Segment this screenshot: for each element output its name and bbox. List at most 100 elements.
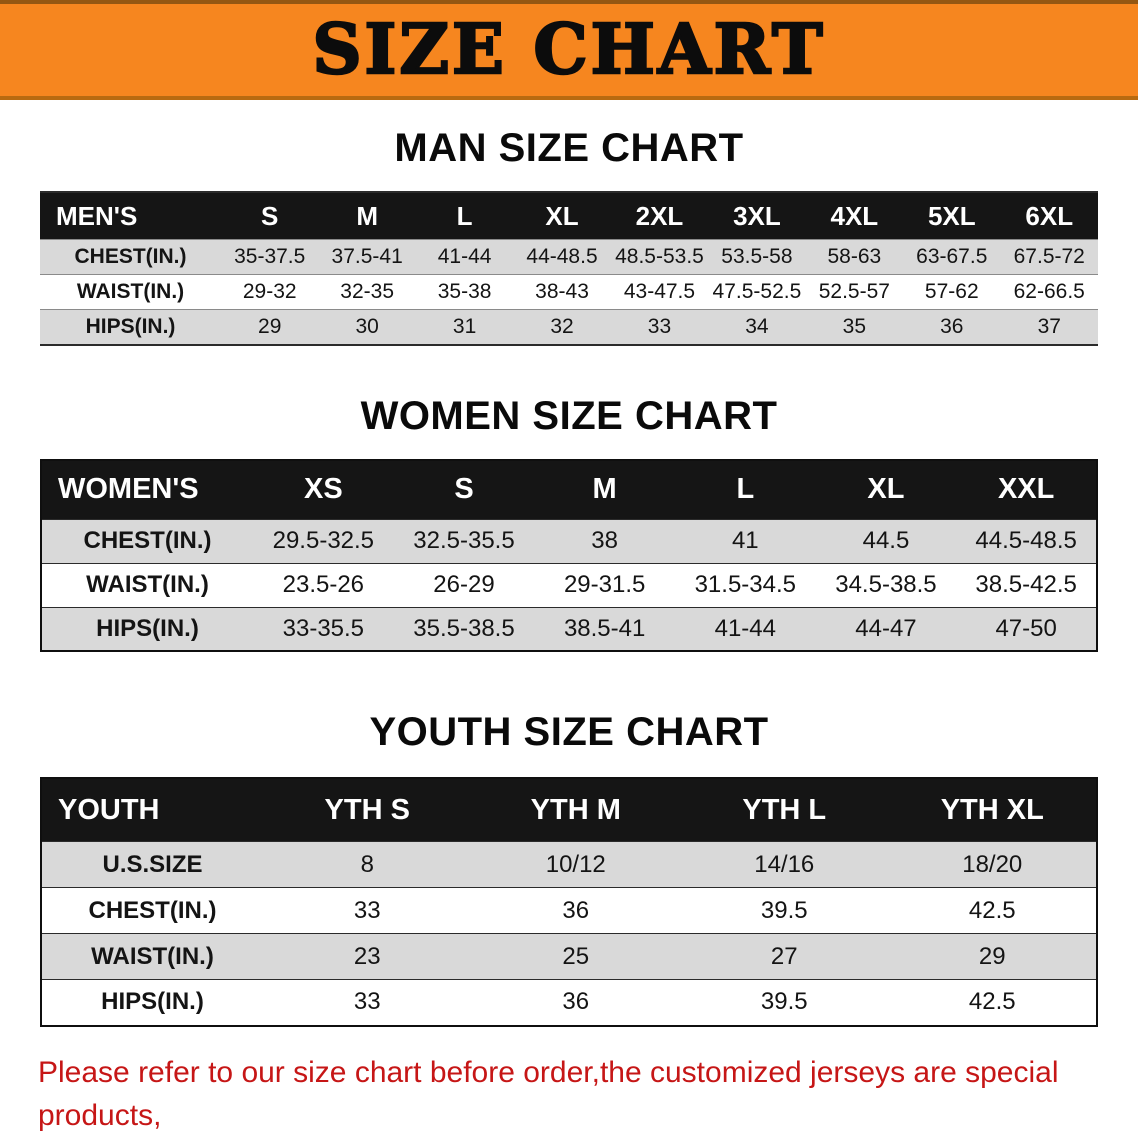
banner: SIZE CHART xyxy=(0,0,1138,100)
row-label: HIPS(IN.) xyxy=(101,988,204,1016)
size-value-cell: 29 xyxy=(258,314,282,338)
size-value-cell: 58-63 xyxy=(827,245,882,268)
women-size-table: WOMEN'S XS S M L XL XXL CHEST(IN.) 29.5-32.5 32.5… xyxy=(40,458,1098,652)
size-column-header: M xyxy=(318,192,416,240)
size-value-cell: 8 xyxy=(360,850,374,878)
table-header-row: YOUTH YTH S YTH M YTH L YTH XL xyxy=(41,778,1097,842)
size-column-header: YTH L xyxy=(680,778,889,842)
size-column-header: 2XL xyxy=(610,192,709,240)
size-value-cell: 35.5-38.5 xyxy=(413,614,515,642)
table-row: CHEST(IN.) 29.5-32.5 32.5-35.5 38 41 44.5 44.5… xyxy=(41,519,1097,563)
size-value-cell: 38-43 xyxy=(535,280,589,303)
size-value-cell: 37.5-41 xyxy=(331,245,403,268)
row-label: HIPS(IN.) xyxy=(96,614,199,642)
table-row: U.S.SIZE 8 10/12 14/16 18/20 xyxy=(41,841,1097,888)
size-value-cell: 42.5 xyxy=(968,988,1016,1016)
row-label: CHEST(IN.) xyxy=(88,896,217,924)
size-value-cell: 33 xyxy=(647,314,672,338)
size-value-cell: 38.5-42.5 xyxy=(975,571,1077,598)
size-value-cell: 27 xyxy=(770,942,798,970)
row-label: HIPS(IN.) xyxy=(85,314,176,338)
size-value-cell: 34.5-38.5 xyxy=(835,571,937,598)
row-label: WAIST(IN.) xyxy=(76,280,185,303)
size-value-cell: 52.5-57 xyxy=(818,280,890,303)
size-value-cell: 33 xyxy=(353,896,381,924)
size-value-cell: 29-32 xyxy=(242,280,297,303)
size-column-header: S xyxy=(221,192,319,240)
men-section-heading: MAN SIZE CHART xyxy=(394,126,744,170)
youth-size-table: YOUTH YTH S YTH M YTH L YTH XL U.S.SIZE 8 10/12… xyxy=(40,777,1098,1027)
size-value-cell: 57-62 xyxy=(924,280,979,303)
size-value-cell: 26-29 xyxy=(433,571,495,598)
size-column-header: 4XL xyxy=(805,192,904,240)
size-column-header: S xyxy=(393,459,535,519)
size-value-cell: 29 xyxy=(978,942,1006,970)
size-value-cell: 47.5-52.5 xyxy=(712,280,802,303)
size-value-cell: 18/20 xyxy=(962,850,1023,878)
size-value-cell: 32-35 xyxy=(340,280,395,303)
size-value-cell: 47-50 xyxy=(995,614,1057,642)
table-title-cell: WOMEN'S xyxy=(41,459,253,519)
size-value-cell: 23 xyxy=(353,942,381,970)
size-column-header: XL xyxy=(513,192,611,240)
size-value-cell: 67.5-72 xyxy=(1013,245,1085,268)
size-value-cell: 37 xyxy=(1037,314,1061,338)
size-column-header: YTH M xyxy=(471,778,680,842)
size-value-cell: 41 xyxy=(731,527,759,554)
size-column-header: YTH S xyxy=(263,778,472,842)
row-label: CHEST(IN.) xyxy=(74,245,187,268)
size-value-cell: 62-66.5 xyxy=(1013,280,1085,303)
table-row: HIPS(IN.) 33 36 39.5 42.5 xyxy=(41,979,1097,1026)
size-value-cell: 35 xyxy=(842,314,867,338)
row-label: WAIST(IN.) xyxy=(86,571,209,598)
size-column-header: L xyxy=(415,192,514,240)
size-value-cell: 48.5-53.5 xyxy=(615,245,704,268)
men-size-section: MAN SIZE CHART MEN'S S M L XL 2XL 3XL 4XL 5XL 6XL… xyxy=(0,100,1138,346)
size-value-cell: 63-67.5 xyxy=(916,245,988,268)
notice-line-1: Please refer to our size chart before or… xyxy=(38,1055,1059,1132)
size-value-cell: 43-47.5 xyxy=(623,280,696,303)
size-column-header: 6XL xyxy=(1000,192,1098,240)
table-row: HIPS(IN.) 33-35.5 35.5-38.5 38.5-41 41-44 44-… xyxy=(41,607,1097,651)
size-value-cell: 44-47 xyxy=(855,614,917,642)
size-column-header: YTH XL xyxy=(888,778,1097,842)
size-value-cell: 53.5-58 xyxy=(721,245,793,268)
size-value-cell: 38.5-41 xyxy=(563,614,646,642)
size-value-cell: 39.5 xyxy=(760,988,808,1016)
size-value-cell: 25 xyxy=(562,942,590,970)
size-value-cell: 14/16 xyxy=(754,850,815,878)
table-row: HIPS(IN.) 29 30 31 32 33 34 35 36 37 xyxy=(40,309,1098,345)
page-title: SIZE CHART xyxy=(311,9,826,92)
size-value-cell: 31 xyxy=(452,314,477,338)
row-label: WAIST(IN.) xyxy=(91,942,214,970)
size-value-cell: 33-35.5 xyxy=(282,614,365,642)
table-row: WAIST(IN.) 23.5-26 26-29 29-31.5 31.5-34.5 34… xyxy=(41,563,1097,607)
youth-size-section: YOUTH SIZE CHART YOUTH YTH S YTH M YTH L YTH… xyxy=(0,652,1138,1027)
size-column-header: XL xyxy=(815,459,957,519)
table-title-cell: MEN'S xyxy=(40,192,221,240)
size-value-cell: 36 xyxy=(562,896,590,924)
size-value-cell: 41-44 xyxy=(437,245,492,268)
size-value-cell: 31.5-34.5 xyxy=(694,571,796,598)
size-column-header: 5XL xyxy=(903,192,1001,240)
size-column-header: L xyxy=(674,459,816,519)
size-value-cell: 41-44 xyxy=(714,614,776,642)
size-column-header: M xyxy=(534,459,675,519)
size-value-cell: 44-48.5 xyxy=(526,245,598,268)
size-value-cell: 23.5-26 xyxy=(282,571,365,598)
size-value-cell: 44.5-48.5 xyxy=(975,527,1077,554)
size-value-cell: 35-37.5 xyxy=(234,245,306,268)
size-value-cell: 29-31.5 xyxy=(563,571,646,598)
men-size-table: MEN'S S M L XL 2XL 3XL 4XL 5XL 6XL CHEST(IN.) 35-37… xyxy=(40,191,1098,346)
size-value-cell: 32 xyxy=(550,314,574,338)
footer-notice: Please refer to our size chart before or… xyxy=(38,1051,1100,1132)
size-column-header: XS xyxy=(253,459,394,519)
size-value-cell: 32.5-35.5 xyxy=(413,527,515,554)
table-row: WAIST(IN.) 29-32 32-35 35-38 38-43 43-47.5 47.… xyxy=(40,274,1098,310)
size-value-cell: 30 xyxy=(355,314,379,338)
size-value-cell: 39.5 xyxy=(760,896,808,924)
row-label: U.S.SIZE xyxy=(102,850,203,878)
size-value-cell: 44.5 xyxy=(862,527,910,554)
size-value-cell: 35-38 xyxy=(437,280,492,303)
